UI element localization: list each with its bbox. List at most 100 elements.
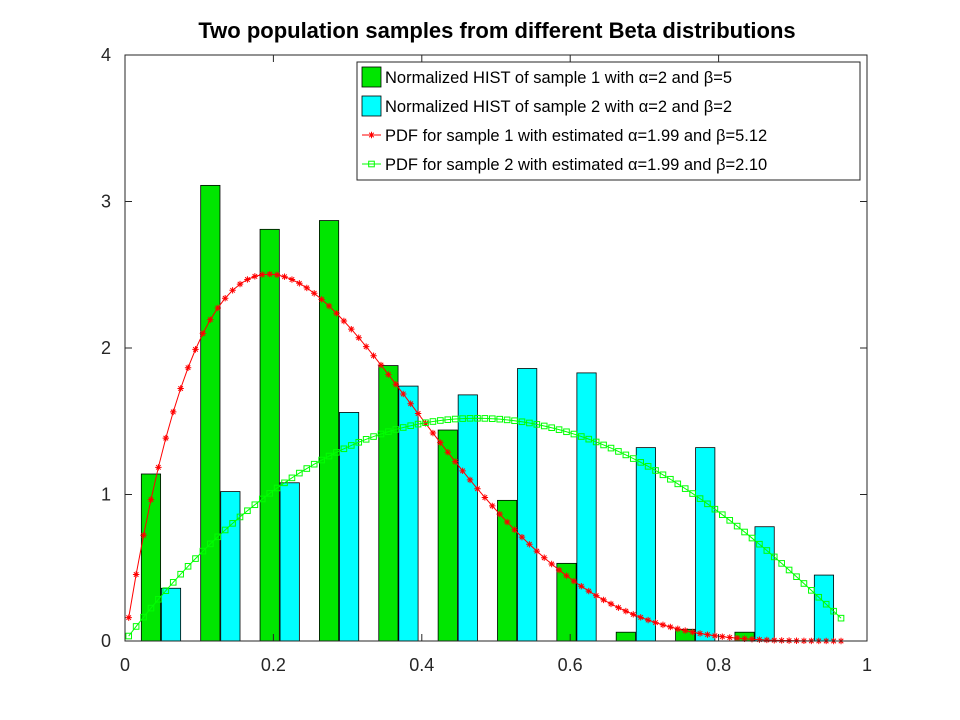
y-tick-label: 1: [101, 485, 111, 505]
pdf-1-point: [444, 448, 451, 456]
pdf-1-point: [348, 325, 355, 333]
pdf-2-point: [437, 417, 444, 424]
pdf-1-point: [622, 607, 630, 615]
pdf-1-point: [644, 616, 652, 624]
pdf-2-point: [466, 415, 474, 422]
pdf-1-point: [236, 280, 244, 288]
pdf-1-point: [162, 434, 170, 442]
pdf-1-point: [407, 400, 414, 407]
pdf-2-point: [162, 587, 170, 594]
legend-swatch: [361, 95, 382, 117]
pdf-1-point: [422, 420, 429, 427]
pdf-1-point: [140, 532, 147, 539]
pdf-1-point: [318, 296, 325, 303]
pdf-2-point: [704, 500, 711, 508]
pdf-1-point: [726, 634, 733, 641]
pdf-2-point: [615, 448, 622, 455]
pdf-1-point: [392, 381, 400, 388]
pdf-1-point: [778, 637, 785, 644]
pdf-2-point: [407, 422, 414, 430]
legend: Normalized HIST of sample 1 with α=2 and…: [356, 61, 861, 181]
pdf-2-point: [533, 421, 541, 428]
pdf-1-point: [689, 628, 696, 636]
pdf-1-point: [451, 458, 459, 465]
pdf-2-point: [570, 430, 578, 438]
pdf-1-point: [251, 273, 259, 280]
pdf-1-point: [214, 304, 221, 312]
pdf-2-point: [793, 573, 800, 580]
pdf-2-markers: [125, 414, 845, 640]
hist-1-bar: [615, 631, 636, 642]
pdf-1-point: [259, 271, 266, 278]
hist-2-bar: [160, 587, 182, 642]
pdf-1-point: [155, 464, 162, 471]
pdf-1-point: [340, 317, 348, 325]
hist-2-bar: [457, 394, 478, 642]
pdf-1-point: [333, 310, 340, 317]
pdf-2-point: [800, 580, 808, 587]
pdf-1-point: [652, 619, 659, 626]
pdf-2-point: [719, 511, 726, 518]
pdf-2-point: [318, 456, 325, 464]
pdf-2-point: [830, 607, 837, 615]
pdf-2-point: [399, 424, 407, 431]
pdf-2-point: [414, 420, 422, 428]
pdf-2-point: [140, 613, 147, 621]
hist-1-bar: [319, 220, 340, 642]
pdf-2-point: [503, 416, 511, 424]
pdf-1-point: [437, 439, 444, 446]
pdf-2-point: [281, 479, 288, 487]
pdf-2-point: [303, 465, 311, 472]
pdf-2-point: [837, 614, 845, 622]
pdf-1-point: [555, 566, 563, 574]
y-tick-label: 4: [101, 45, 111, 65]
pdf-1-point: [281, 273, 288, 280]
pdf-1-point: [355, 334, 362, 341]
pdf-2-point: [340, 445, 348, 453]
pdf-2-point: [288, 474, 296, 482]
pdf-2-point: [192, 555, 199, 562]
pdf-1-point: [748, 636, 756, 643]
pdf-1-point: [592, 592, 600, 599]
pdf-2-point: [741, 528, 748, 536]
pdf-2-point: [451, 415, 459, 423]
legend-label: PDF for sample 1 with estimated α=1.99 a…: [385, 127, 767, 145]
pdf-2-point: [333, 449, 340, 456]
pdf-1-point: [570, 577, 578, 585]
pdf-2-point: [681, 485, 689, 492]
pdf-1-point: [377, 361, 385, 369]
pdf-2-point: [511, 417, 518, 425]
pdf-2-point: [555, 426, 563, 433]
pdf-2-point: [258, 495, 266, 503]
pdf-2-point: [244, 507, 251, 515]
pdf-1-point: [177, 385, 184, 392]
pdf-1-point: [503, 518, 511, 526]
pdf-2-point: [763, 547, 771, 554]
pdf-1-point: [125, 614, 132, 621]
pdf-2-point: [822, 600, 830, 608]
pdf-2-point: [778, 560, 785, 567]
legend-swatch: [361, 66, 382, 88]
pdf-2-point: [748, 534, 756, 542]
legend-marker: [368, 131, 375, 139]
pdf-2-point: [726, 517, 734, 524]
x-tick-label: 0.8: [706, 655, 731, 675]
pdf-1-point: [429, 429, 437, 437]
pdf-2-point: [310, 460, 318, 468]
pdf-2-point: [674, 480, 682, 488]
hist-2-bar: [695, 447, 716, 642]
pdf-1-point: [733, 634, 741, 642]
y-tick-label: 0: [101, 631, 111, 651]
pdf-2-point: [607, 444, 615, 452]
pdf-1-point: [696, 630, 704, 637]
pdf-2-point: [548, 424, 555, 432]
pdf-2-point: [362, 436, 370, 443]
pdf-2-point: [251, 501, 259, 509]
pdf-2-point: [266, 490, 273, 497]
pdf-2-point: [169, 579, 177, 586]
pdf-2-point: [711, 505, 719, 513]
pdf-1-point: [199, 330, 207, 337]
pdf-2-point: [221, 526, 229, 534]
pdf-1-point: [303, 284, 310, 292]
